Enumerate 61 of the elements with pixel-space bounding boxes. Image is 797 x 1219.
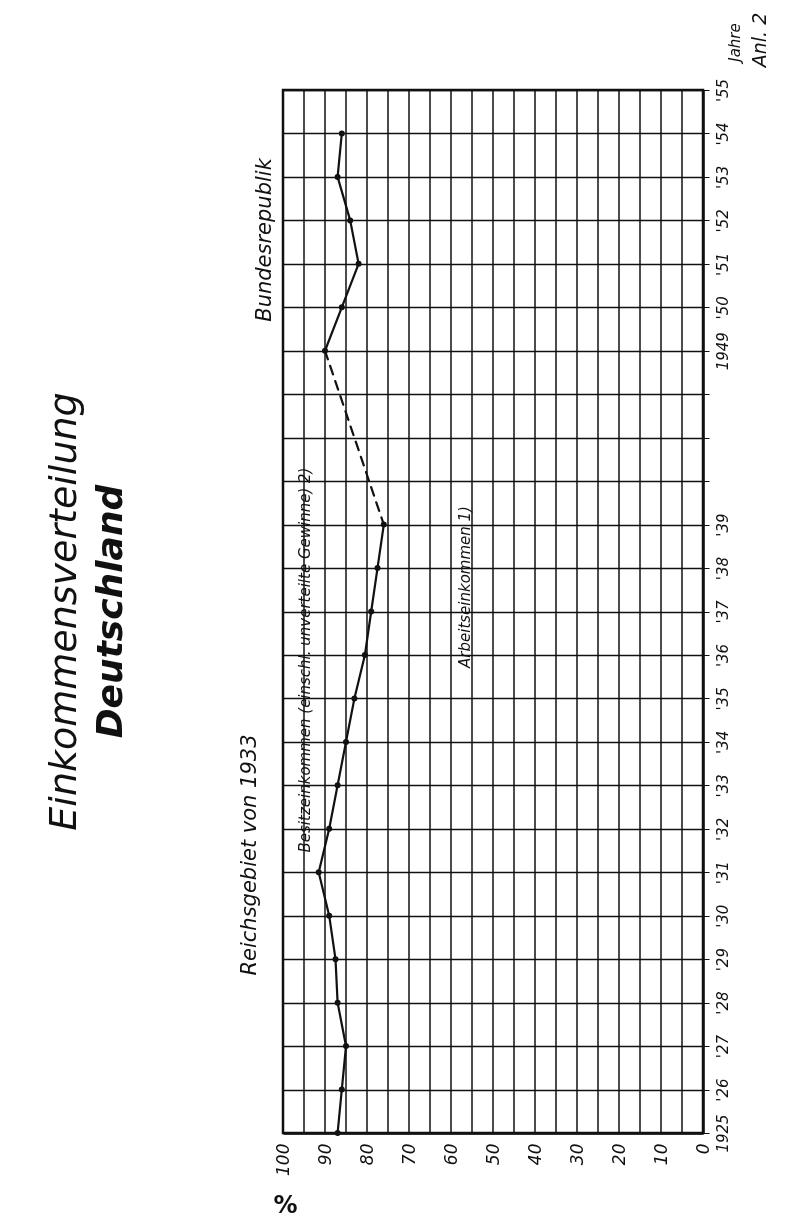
x-tick-label: 30 [566, 1143, 587, 1166]
text: Einkommensverteilung [41, 392, 85, 831]
point [361, 651, 368, 658]
x-tick-label: 100 [272, 1143, 293, 1176]
text: Reichsgebiet von 1933 [237, 734, 261, 976]
text: Anl. 2 [748, 12, 770, 70]
y-tick-label: '37 [713, 599, 732, 624]
point [326, 825, 333, 832]
x-tick-label: 60 [440, 1143, 461, 1166]
y-tick-label: '30 [713, 904, 732, 928]
y-tick-label: '26 [713, 1078, 732, 1102]
y-tick-label: '52 [713, 209, 732, 233]
x-tick-label: 10 [650, 1143, 671, 1166]
point [351, 695, 358, 702]
point [332, 956, 339, 963]
y-tick-label: '50 [713, 296, 732, 320]
x-tick-label: 80 [356, 1143, 377, 1166]
annotation: Arbeitseinkommen 1) [456, 506, 474, 669]
point [334, 173, 341, 180]
point [334, 782, 341, 789]
y-tick-label: '51 [713, 252, 732, 276]
y-tick-label: '38 [713, 556, 732, 581]
point [338, 304, 345, 311]
y-tick-label: '36 [713, 643, 732, 668]
x-tick-label: 40 [524, 1143, 545, 1166]
y-tick-label: '27 [713, 1034, 732, 1059]
point [338, 130, 345, 137]
y-tick-label: '54 [713, 122, 732, 146]
x-axis-title: % [273, 1190, 298, 1219]
point [343, 1043, 349, 1050]
point [338, 1086, 345, 1093]
point [343, 738, 349, 745]
point [334, 1130, 341, 1136]
y-tick-label: '35 [713, 687, 732, 711]
y-tick-label: '33 [713, 774, 732, 798]
point [347, 217, 354, 224]
text: Deutschland [89, 483, 130, 739]
x-tick-label: 90 [314, 1143, 335, 1166]
point [355, 260, 362, 267]
x-tick-label: 20 [608, 1143, 629, 1166]
y-tick-label: '28 [713, 991, 732, 1015]
y-tick-label: '53 [713, 165, 732, 190]
x-tick-label: 70 [398, 1143, 419, 1166]
point [326, 912, 333, 919]
y-tick-label: '34 [713, 730, 732, 754]
point [334, 999, 341, 1006]
y-tick-label: '31 [713, 861, 732, 885]
y-tick-label: '29 [713, 948, 732, 972]
text: Bundesrepublik [252, 157, 276, 322]
point [368, 608, 375, 615]
y-tick-label: 1949 [713, 332, 732, 371]
y-tick-label: '32 [713, 817, 732, 841]
x-tick-label: 0 [692, 1143, 713, 1155]
y-axis-title: Jahre [725, 23, 744, 65]
x-tick-label: 50 [482, 1143, 503, 1166]
y-tick-label: 1925 [713, 1114, 732, 1153]
point [315, 869, 322, 876]
annotation: Besitzeinkommen (einschl. unverteilte Gewinne) 2) [296, 467, 314, 853]
point [374, 565, 381, 572]
y-tick-label: '55 [713, 78, 732, 103]
y-tick-label: '39 [713, 513, 732, 537]
